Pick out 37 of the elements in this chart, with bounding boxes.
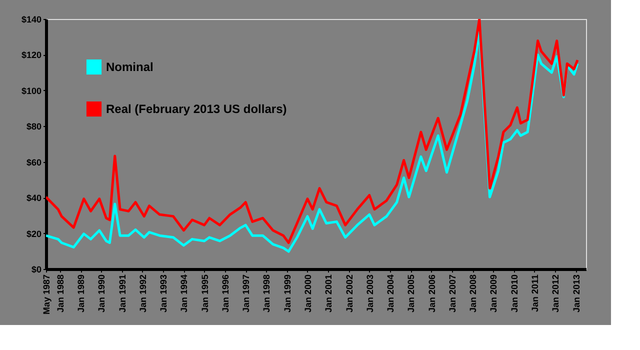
x-tick-label: Jan 2010 [509, 274, 520, 313]
x-tick-label: Jan 2009 [488, 274, 499, 313]
x-tick-label: May 1987 [42, 274, 52, 315]
x-tick-label: Jan 2006 [426, 274, 437, 313]
x-tick-label: Jan 1990 [96, 274, 107, 313]
x-tick-label: Jan 2011 [530, 274, 540, 312]
y-tick-label: $80 [26, 122, 42, 132]
x-tick-label: Jan 2001 [324, 274, 334, 313]
y-tick-label: $100 [21, 86, 42, 96]
x-tick-label: Jan 2004 [386, 274, 396, 313]
y-tick-label: $60 [26, 157, 42, 168]
y-tick-label: $140 [21, 14, 42, 24]
y-tick-label: $120 [21, 50, 42, 60]
legend-label: Nominal [106, 60, 154, 74]
x-tick-label: Jan 2003 [364, 274, 375, 313]
x-tick-label: Jan 2008 [468, 274, 478, 313]
x-tick-label: Jan 1992 [138, 274, 148, 313]
x-tick-label: Jan 2002 [344, 274, 354, 313]
y-tick-label: $0 [31, 264, 42, 274]
x-tick-label: Jan 2013 [571, 274, 582, 313]
x-tick-label: Jan 1988 [55, 274, 66, 313]
x-tick-label: Jan 1997 [241, 274, 252, 313]
x-tick-label: Jan 2005 [406, 274, 416, 313]
x-tick-label: Jan 2012 [550, 274, 561, 313]
x-tick-label: Jan 1993 [158, 274, 169, 313]
x-tick-label: Jan 1995 [200, 274, 210, 313]
x-tick-label: Jan 2000 [302, 274, 313, 313]
x-tick-label: Jan 1991 [117, 274, 128, 313]
x-tick-label: Jan 1994 [179, 274, 190, 313]
x-tick-label: Jan 1999 [282, 274, 292, 313]
legend-label: Real (February 2013 US dollars) [106, 102, 287, 116]
x-tick-label: Jan 1989 [76, 274, 86, 313]
y-tick-label: $40 [26, 193, 42, 204]
x-tick-label: Jan 1998 [262, 274, 272, 313]
x-tick-label: Jan 2007 [447, 274, 458, 313]
x-tick-label: Jan 1996 [220, 274, 230, 313]
y-tick-label: $20 [26, 228, 42, 239]
